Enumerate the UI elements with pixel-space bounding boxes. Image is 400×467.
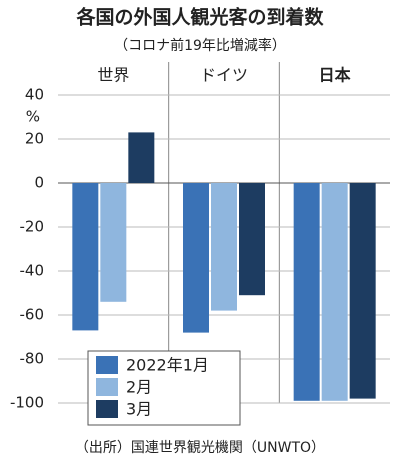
chart-title: 各国の外国人観光客の到着数 [75,6,324,29]
bar [349,183,376,399]
y-tick-label: -40 [20,262,45,280]
y-unit: % [26,108,40,126]
bar [293,183,320,401]
bar [100,183,127,302]
bar [128,132,155,183]
y-tick-label: 0 [34,174,44,192]
legend-label: 2月 [126,378,152,397]
y-tick-label: -80 [20,350,45,368]
legend-swatch [96,400,118,418]
legend-label: 2022年1月 [126,356,209,375]
bar [321,183,348,401]
category-label: ドイツ [200,66,248,85]
bar [239,183,265,296]
bar [72,183,99,331]
category-label: 世界 [97,66,129,85]
chart-subtitle: （コロナ前19年比増減率） [114,37,286,54]
y-tick-label: 20 [25,130,44,148]
y-tick-label: -20 [20,218,45,236]
bar [183,183,209,333]
y-tick-label: -100 [10,394,44,412]
category-label: 日本 [319,66,351,85]
y-tick-label: 40 [25,86,44,104]
legend-swatch [96,378,118,396]
bar [211,183,237,311]
legend-swatch [96,356,118,374]
y-tick-label: -60 [20,306,45,324]
source: （出所）国連世界観光機関（UNWTO） [75,439,325,456]
legend-label: 3月 [126,400,152,419]
